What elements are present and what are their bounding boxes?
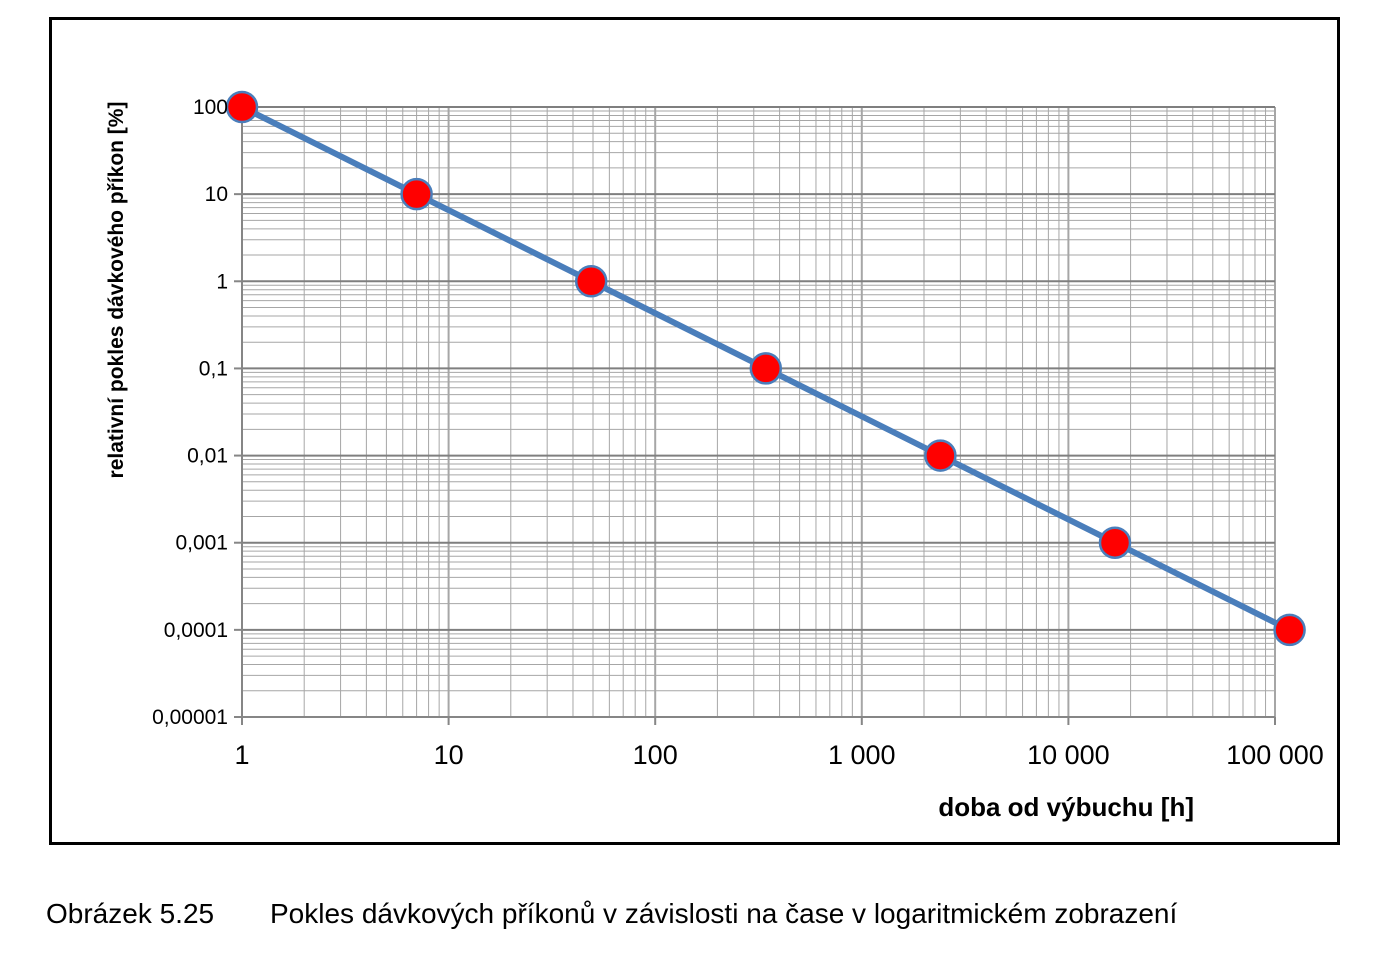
y-tick-label: 0,01	[187, 445, 228, 468]
y-tick-label: 0,1	[199, 357, 228, 380]
y-axis-title: relativní pokles dávkového příkon [%]	[105, 102, 128, 479]
data-point	[1098, 526, 1132, 559]
x-tick-label: 1	[234, 740, 249, 770]
axis-layer	[234, 106, 1276, 725]
y-tick-label: 1	[216, 270, 228, 293]
data-point	[1273, 613, 1306, 647]
data-point	[924, 439, 957, 472]
data-point	[400, 177, 433, 211]
chart-svg: 100 10 1 0,1 0,01 0,001 0,0001 0,00001 1 10 100 1 0…	[105, 90, 1324, 822]
chart-frame: 100 10 1 0,1 0,01 0,001 0,0001 0,00001 1 10 100 1 0…	[49, 17, 1340, 845]
caption-number: Obrázek 5.25	[46, 898, 215, 929]
caption-text: Pokles dávkových příkonů v závislosti na…	[270, 898, 1178, 929]
x-tick-label: 10 000	[1027, 740, 1110, 770]
data-point	[574, 265, 608, 298]
x-tick-label: 10	[434, 740, 464, 770]
y-tick-label: 0,00001	[152, 706, 228, 729]
data-point	[749, 352, 783, 385]
y-tick-label: 100	[193, 96, 228, 119]
series-layer	[225, 90, 1306, 647]
data-point	[225, 90, 259, 124]
grid-layer	[241, 106, 1276, 718]
y-tick-label: 0,0001	[164, 619, 228, 642]
x-tick-label: 100	[633, 740, 678, 770]
x-axis-title: doba od výbuchu [h]	[938, 792, 1194, 822]
x-tick-label: 1 000	[828, 740, 896, 770]
figure-caption: Obrázek 5.25 Pokles dávkových příkonů v z…	[46, 898, 1177, 930]
x-tick-label: 100 000	[1226, 740, 1324, 770]
y-tick-label: 0,001	[175, 532, 228, 555]
label-layer: 100 10 1 0,1 0,01 0,001 0,0001 0,00001 1 10 100 1 0…	[105, 96, 1324, 822]
y-tick-label: 10	[205, 183, 228, 206]
